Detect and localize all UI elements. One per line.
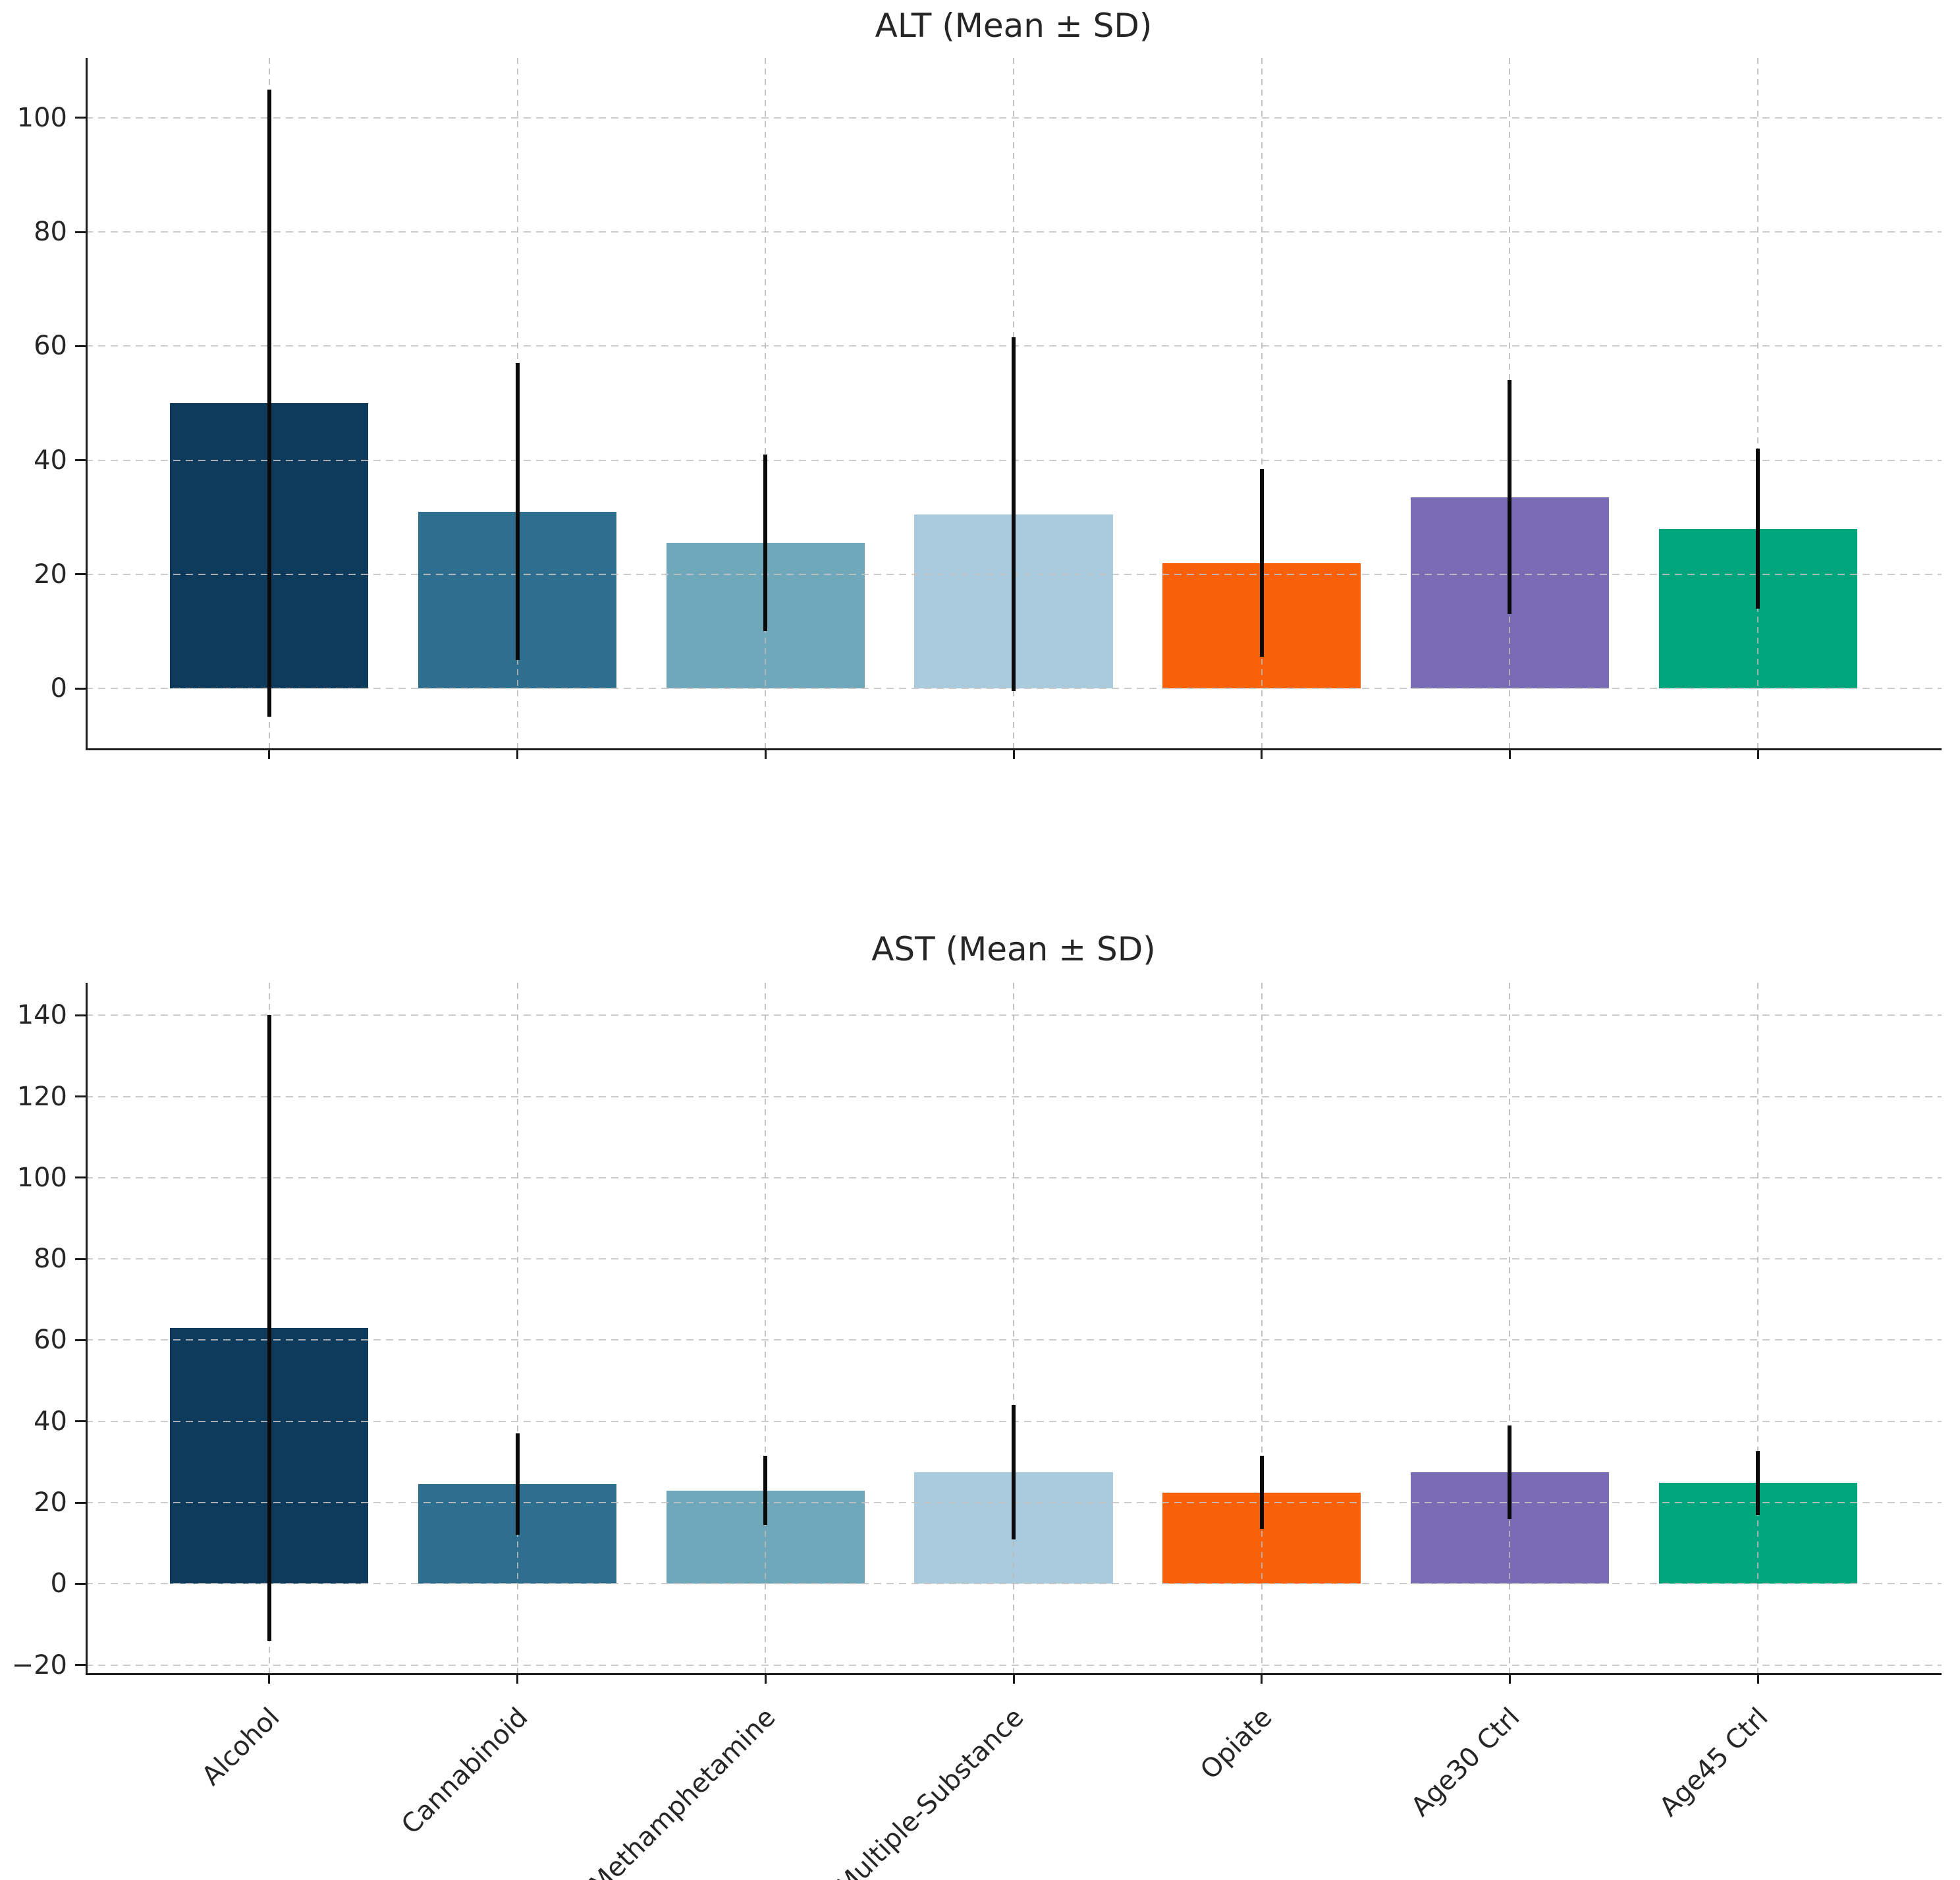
x-axis-spine — [86, 748, 1942, 750]
x-tick — [1012, 748, 1015, 759]
y-tick-label: 120 — [16, 1081, 67, 1112]
y-tick-label: 80 — [34, 1244, 67, 1275]
h-gridline — [86, 1176, 1942, 1178]
h-gridline — [86, 1339, 1942, 1341]
y-tick-label: 40 — [34, 445, 67, 476]
x-tick — [1756, 1673, 1759, 1684]
y-axis-spine — [86, 983, 88, 1675]
error-bar-multiple-substance — [1012, 1405, 1016, 1539]
y-tick-label: 100 — [16, 1162, 67, 1193]
alt-chart-title: ALT (Mean ± SD) — [875, 7, 1153, 45]
y-tick — [75, 1014, 86, 1016]
error-bar-opiate — [1259, 468, 1264, 657]
x-tick — [268, 748, 271, 759]
error-bar-multiple-substance — [1012, 337, 1016, 692]
h-gridline — [86, 1583, 1942, 1585]
y-tick — [75, 117, 86, 119]
x-tick-label-alcohol: Alcohol — [196, 1702, 286, 1792]
x-tick — [764, 748, 767, 759]
y-tick — [75, 459, 86, 462]
x-tick — [1012, 1673, 1015, 1684]
error-bar-methamphetamine — [763, 454, 768, 632]
y-tick — [75, 1258, 86, 1260]
h-gridline — [86, 117, 1942, 119]
h-gridline — [86, 231, 1942, 233]
y-tick-label: 60 — [34, 1325, 67, 1356]
x-tick — [1756, 748, 1759, 759]
x-tick — [1261, 748, 1263, 759]
error-bar-methamphetamine — [763, 1456, 768, 1525]
y-tick-label: 40 — [34, 1406, 67, 1437]
y-tick-label: 0 — [50, 673, 67, 704]
error-bar-age30-ctrl — [1508, 380, 1512, 615]
y-tick — [75, 1501, 86, 1504]
y-tick — [75, 1420, 86, 1423]
v-gridline — [765, 58, 767, 748]
x-tick — [1508, 748, 1511, 759]
h-gridline — [86, 1014, 1942, 1016]
y-tick-label: 60 — [34, 331, 67, 362]
x-tick — [1508, 1673, 1511, 1684]
y-tick — [75, 1095, 86, 1098]
y-tick — [75, 1339, 86, 1341]
y-tick — [75, 1176, 86, 1179]
h-gridline — [86, 1664, 1942, 1666]
x-axis-spine — [86, 1673, 1942, 1675]
y-tick-label: 80 — [34, 217, 67, 248]
v-gridline — [1261, 983, 1263, 1673]
h-gridline — [86, 1258, 1942, 1260]
y-tick-label: 0 — [50, 1568, 67, 1599]
y-tick — [75, 687, 86, 690]
y-tick — [75, 573, 86, 576]
x-tick — [516, 748, 519, 759]
x-tick — [1261, 1673, 1263, 1684]
error-bar-opiate — [1259, 1456, 1264, 1530]
v-gridline — [516, 983, 518, 1673]
y-tick-label: 20 — [34, 559, 67, 590]
y-tick — [75, 1664, 86, 1667]
y-tick — [75, 231, 86, 233]
v-gridline — [1757, 983, 1759, 1673]
y-tick — [75, 1582, 86, 1585]
v-gridline — [1013, 983, 1014, 1673]
x-tick — [516, 1673, 519, 1684]
error-bar-age45-ctrl — [1756, 1451, 1760, 1515]
ast-chart-title: AST (Mean ± SD) — [871, 930, 1156, 968]
h-gridline — [86, 1095, 1942, 1097]
y-tick-label: −20 — [11, 1649, 67, 1680]
v-gridline — [765, 983, 767, 1673]
y-axis-spine — [86, 58, 88, 750]
error-bar-cannabinoid — [515, 1433, 520, 1535]
v-gridline — [1509, 983, 1511, 1673]
y-tick-label: 140 — [16, 1000, 67, 1031]
y-tick — [75, 345, 86, 347]
error-bar-age45-ctrl — [1756, 449, 1760, 609]
error-bar-cannabinoid — [515, 363, 520, 660]
v-gridline — [1261, 58, 1263, 748]
y-tick-label: 100 — [16, 102, 67, 133]
x-tick — [764, 1673, 767, 1684]
v-gridline — [1757, 58, 1759, 748]
error-bar-age30-ctrl — [1508, 1425, 1512, 1519]
error-bar-alcohol — [267, 89, 271, 717]
error-bar-alcohol — [267, 1015, 271, 1641]
y-tick-label: 20 — [34, 1487, 67, 1518]
x-tick — [268, 1673, 271, 1684]
